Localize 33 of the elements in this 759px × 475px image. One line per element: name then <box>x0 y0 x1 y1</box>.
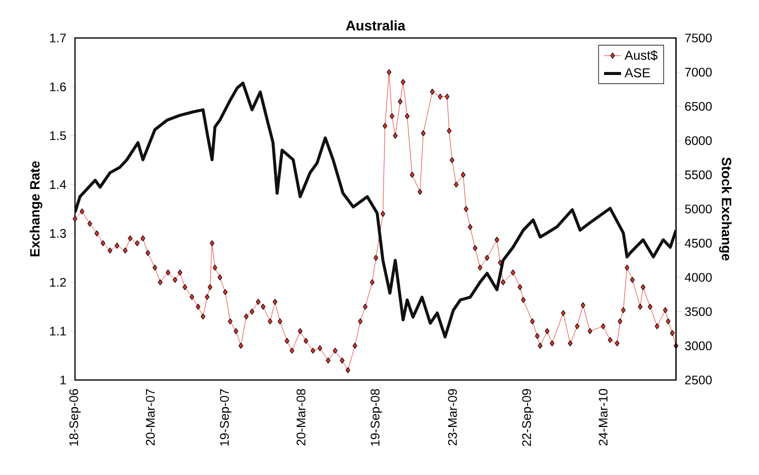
y2-tick-label: 4500 <box>684 238 712 248</box>
y-tick-label: 1 <box>60 376 66 384</box>
y2-axis-title: Stock Exchange <box>719 157 732 260</box>
y2-tick-label: 2500 <box>685 376 712 384</box>
y2-tick-label: 4000 <box>684 273 712 282</box>
y-axis-title: Exchange Rate <box>30 161 42 256</box>
y2-tick-label: 3000 <box>684 341 712 350</box>
y2-tick-label: 5000 <box>685 204 712 214</box>
y-tick-label: 1.2 <box>50 278 66 287</box>
y2-tick-label: 7500 <box>685 34 712 42</box>
x-tick-label: 23-Mar-09 <box>448 389 457 446</box>
y-tick-label: 1.7 <box>50 34 66 42</box>
x-tick-label: 22-Sep-09 <box>522 389 534 446</box>
y2-tick-label: 6500 <box>685 102 712 111</box>
x-tick-label: 18-Sep-06 <box>69 389 81 446</box>
y2-tick-label: 6000 <box>685 136 712 146</box>
x-tick-label: 19-Sep-08 <box>370 389 382 446</box>
x-tick-label: 24-Mar-10 <box>598 389 608 446</box>
y-tick-label: 1.4 <box>50 180 66 189</box>
y-tick-label: 1.5 <box>50 131 66 140</box>
y-tick-label: 1.3 <box>50 229 66 238</box>
legend-label: ASE <box>624 68 650 78</box>
y-tick-label: 1.6 <box>50 82 66 92</box>
y2-tick-label: 5500 <box>685 170 712 180</box>
legend-label: Aust$ <box>624 50 658 61</box>
y-tick-label: 1.1 <box>50 326 66 336</box>
y2-tick-label: 3500 <box>684 307 712 316</box>
chart-title: Australia <box>346 20 406 31</box>
line-series <box>75 82 676 338</box>
x-tick-label: 20-Mar-08 <box>296 389 306 446</box>
y2-tick-label: 7000 <box>685 68 712 77</box>
x-tick-label: 20-Mar-07 <box>146 389 155 446</box>
x-tick-label: 19-Sep-07 <box>220 389 232 446</box>
